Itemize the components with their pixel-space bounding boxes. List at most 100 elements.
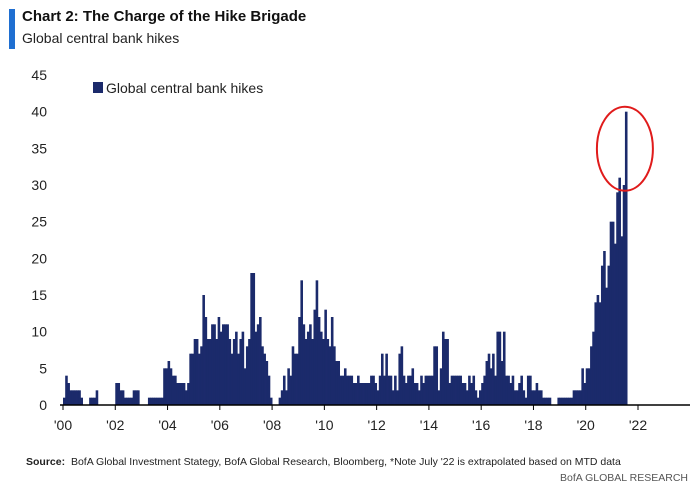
x-axis-ticks: '00 '02 '04 '06 '08 '10 '12 '14 '16 '18 '20 '22 <box>54 405 647 433</box>
chart-title: Chart 2: The Charge of the Hike Brigade <box>22 8 307 25</box>
bar <box>502 331 506 405</box>
bar <box>563 397 567 405</box>
bar <box>579 390 582 405</box>
bar <box>420 375 423 405</box>
bar <box>511 375 515 405</box>
bar <box>542 397 545 405</box>
bar <box>132 390 136 405</box>
x-tick-label: '12 <box>368 417 386 433</box>
bar <box>335 361 338 405</box>
bar <box>89 397 92 405</box>
source-label: Source: <box>26 456 66 468</box>
bar <box>346 375 349 405</box>
legend-label: Global central bank hikes <box>106 80 263 96</box>
bar <box>380 353 384 405</box>
bar <box>505 375 508 405</box>
bar <box>165 368 168 405</box>
bar <box>226 324 229 405</box>
y-tick-label: 45 <box>31 67 47 83</box>
bar <box>337 361 341 405</box>
bar <box>152 397 155 405</box>
bar <box>422 383 425 405</box>
bar <box>470 383 473 405</box>
bar <box>259 317 262 405</box>
source-text: BofA Global Investment Stategy, BofA Glo… <box>70 456 621 468</box>
bar <box>73 390 77 405</box>
bar <box>605 287 608 405</box>
bar <box>282 375 286 405</box>
bar <box>620 236 624 405</box>
bar <box>600 265 604 405</box>
bar <box>339 375 343 405</box>
bar <box>237 353 240 405</box>
x-tick-label: '00 <box>54 417 72 433</box>
bar <box>150 397 153 405</box>
bar <box>254 331 258 405</box>
bar <box>431 375 434 405</box>
bar <box>518 383 521 405</box>
bar <box>581 368 584 405</box>
legend-swatch <box>93 82 103 93</box>
bar <box>67 383 70 405</box>
y-tick-label: 35 <box>31 140 47 156</box>
bar <box>287 368 290 405</box>
bar <box>265 361 269 405</box>
bar <box>147 397 151 405</box>
bar <box>208 339 212 405</box>
bar <box>539 390 543 405</box>
bar <box>516 390 519 405</box>
bar <box>611 221 615 405</box>
bar <box>418 390 421 405</box>
bar <box>468 375 471 405</box>
bar <box>383 375 386 405</box>
bar <box>80 397 83 405</box>
bar <box>213 324 216 405</box>
bar <box>452 375 456 405</box>
bar <box>95 390 99 405</box>
bar <box>322 339 325 405</box>
bar <box>304 339 308 405</box>
bar <box>572 390 576 405</box>
bar <box>533 390 537 405</box>
bar <box>391 390 395 405</box>
bar <box>200 346 203 405</box>
bar <box>119 390 123 405</box>
bar <box>404 383 408 405</box>
bar <box>389 375 393 405</box>
bar <box>487 353 491 405</box>
bar <box>161 397 164 405</box>
source-note: Source: BofA Global Investment Stategy, … <box>26 456 621 468</box>
bar <box>311 339 314 405</box>
bar <box>483 375 486 405</box>
bar <box>341 375 345 405</box>
bar <box>250 273 253 405</box>
bar <box>485 361 489 405</box>
bar <box>187 383 190 405</box>
bar <box>285 390 288 405</box>
bar <box>609 221 613 405</box>
bar <box>324 309 327 405</box>
bar <box>616 192 619 405</box>
bar <box>428 375 432 405</box>
bar <box>435 346 439 405</box>
bar <box>293 353 297 405</box>
bar <box>448 383 452 405</box>
x-tick-label: '08 <box>263 417 281 433</box>
bar <box>531 390 534 405</box>
bar <box>568 397 571 405</box>
bar <box>137 390 140 405</box>
bar <box>537 390 541 405</box>
bar <box>243 368 247 405</box>
bar <box>622 185 626 405</box>
bar <box>455 375 458 405</box>
x-tick-label: '02 <box>106 417 124 433</box>
bar <box>603 251 606 405</box>
bar <box>256 324 260 405</box>
bar <box>195 339 199 405</box>
bar <box>184 390 188 405</box>
bar <box>474 390 478 405</box>
bar <box>548 397 552 405</box>
bar <box>507 375 510 405</box>
bar <box>267 375 271 405</box>
bar <box>544 397 547 405</box>
